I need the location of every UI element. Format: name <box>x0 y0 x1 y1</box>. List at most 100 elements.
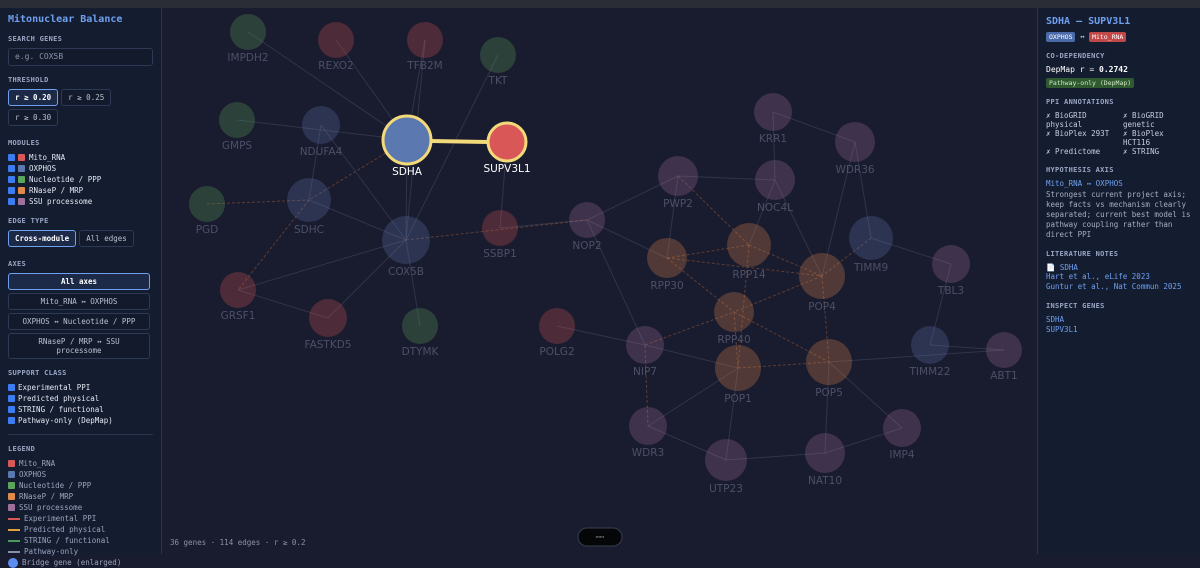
node-circle[interactable] <box>754 93 792 131</box>
checkbox[interactable] <box>8 417 15 424</box>
node-circle[interactable] <box>799 253 845 299</box>
node-circle[interactable] <box>318 22 354 58</box>
axis-button[interactable]: Mito_RNA ↔ OXPHOS <box>8 293 150 310</box>
node-circle[interactable] <box>381 114 433 166</box>
checkbox[interactable] <box>8 176 15 183</box>
threshold-button[interactable]: r ≥ 0.30 <box>8 109 59 126</box>
node-circle[interactable] <box>658 156 698 196</box>
inspect-gene[interactable]: SUPV3L1 <box>1046 325 1078 334</box>
node-circle[interactable] <box>230 14 266 50</box>
gene-node[interactable]: PGD <box>189 186 225 236</box>
support-toggle[interactable]: Predicted physical <box>8 393 153 404</box>
gene-node[interactable]: POP4 <box>799 253 845 313</box>
node-circle[interactable] <box>806 339 852 385</box>
node-circle[interactable] <box>302 106 340 144</box>
support-toggle[interactable]: STRING / functional <box>8 404 153 415</box>
node-circle[interactable] <box>382 216 430 264</box>
gene-node[interactable]: REXO2 <box>318 22 354 72</box>
axis-button[interactable]: RNaseP / MRP ↔ SSU processome <box>8 333 150 359</box>
gene-node[interactable]: IMP4 <box>883 409 921 461</box>
inspect-gene[interactable]: SDHA <box>1046 315 1065 324</box>
gene-node[interactable]: IMPDH2 <box>227 14 269 64</box>
gene-node[interactable]: NAT10 <box>805 433 845 487</box>
node-circle[interactable] <box>402 308 438 344</box>
selected-edge[interactable] <box>430 139 489 144</box>
node-circle[interactable] <box>189 186 225 222</box>
node-circle[interactable] <box>220 272 256 308</box>
gene-node[interactable]: POP5 <box>806 339 852 399</box>
gene-node[interactable]: SDHC <box>287 178 331 236</box>
checkbox[interactable] <box>8 406 15 413</box>
lit-link[interactable]: 📄 SDHA <box>1046 263 1078 272</box>
node-circle[interactable] <box>647 238 687 278</box>
node-circle[interactable] <box>569 202 605 238</box>
checkbox[interactable] <box>8 187 15 194</box>
threshold-button[interactable]: r ≥ 0.20 <box>8 89 59 106</box>
gene-node[interactable]: FASTKD5 <box>305 299 352 351</box>
axis-button[interactable]: OXPHOS ↔ Nucleotide / PPP <box>8 313 150 330</box>
node-circle[interactable] <box>932 245 970 283</box>
node-circle[interactable] <box>480 37 516 73</box>
gene-node[interactable]: TKT <box>480 37 516 87</box>
node-circle[interactable] <box>986 332 1022 368</box>
gene-node[interactable]: COX5B <box>382 216 430 278</box>
edge-type-button[interactable]: All edges <box>79 230 134 247</box>
gene-node[interactable]: KRR1 <box>754 93 792 145</box>
node-circle[interactable] <box>486 121 528 163</box>
gene-node[interactable]: TIMM9 <box>849 216 893 274</box>
gene-node[interactable]: NOC4L <box>755 160 795 214</box>
node-circle[interactable] <box>805 433 845 473</box>
gene-node[interactable]: GRSF1 <box>220 272 256 322</box>
module-toggle[interactable]: Mito_RNA <box>8 152 153 163</box>
gene-node[interactable]: SSBP1 <box>482 210 518 260</box>
node-circle[interactable] <box>482 210 518 246</box>
node-circle[interactable] <box>539 308 575 344</box>
gene-node[interactable]: DTYMK <box>402 308 440 358</box>
gene-node[interactable]: SDHA <box>381 114 433 178</box>
lit-item[interactable]: Guntur et al., Nat Commun 2025 <box>1046 282 1182 291</box>
gene-node[interactable]: NOP2 <box>569 202 605 252</box>
threshold-button[interactable]: r ≥ 0.25 <box>61 89 112 106</box>
checkbox[interactable] <box>8 154 15 161</box>
edge-type-button[interactable]: Cross-module <box>8 230 77 247</box>
gene-node[interactable]: UTP23 <box>705 439 747 495</box>
gene-node[interactable]: WDR3 <box>629 407 667 459</box>
node-circle[interactable] <box>629 407 667 445</box>
node-circle[interactable] <box>219 102 255 138</box>
node-circle[interactable] <box>835 122 875 162</box>
gene-node[interactable]: ABT1 <box>986 332 1022 382</box>
module-toggle[interactable]: RNaseP / MRP <box>8 185 153 196</box>
search-input[interactable]: e.g. COX5B <box>8 48 153 66</box>
node-circle[interactable] <box>626 326 664 364</box>
zoom-control[interactable] <box>577 527 623 547</box>
gene-node[interactable]: NIP7 <box>626 326 664 378</box>
axis-link[interactable]: Mito_RNA ↔ OXPHOS <box>1046 179 1123 188</box>
node-circle[interactable] <box>407 22 443 58</box>
gene-node[interactable]: RPP30 <box>647 238 687 292</box>
node-circle[interactable] <box>714 292 754 332</box>
node-circle[interactable] <box>287 178 331 222</box>
node-circle[interactable] <box>883 409 921 447</box>
module-toggle[interactable]: Nucleotide / PPP <box>8 174 153 185</box>
gene-node[interactable]: TBL3 <box>932 245 970 297</box>
node-circle[interactable] <box>715 345 761 391</box>
axis-button[interactable]: All axes <box>8 273 150 290</box>
checkbox[interactable] <box>8 198 15 205</box>
gene-node[interactable]: RPP40 <box>714 292 754 346</box>
module-toggle[interactable]: OXPHOS <box>8 163 153 174</box>
gene-node[interactable]: WDR36 <box>835 122 875 176</box>
gene-node[interactable]: POP1 <box>715 345 761 405</box>
node-circle[interactable] <box>705 439 747 481</box>
module-toggle[interactable]: SSU processome <box>8 196 153 207</box>
checkbox[interactable] <box>8 395 15 402</box>
gene-node[interactable]: GMPS <box>219 102 255 152</box>
checkbox[interactable] <box>8 384 15 391</box>
gene-node[interactable]: TFB2M <box>406 22 443 72</box>
node-circle[interactable] <box>911 326 949 364</box>
checkbox[interactable] <box>8 165 15 172</box>
node-circle[interactable] <box>755 160 795 200</box>
lit-item[interactable]: Hart et al., eLife 2023 <box>1046 272 1150 281</box>
gene-node[interactable]: POLG2 <box>539 308 575 358</box>
gene-node[interactable]: PWP2 <box>658 156 698 210</box>
node-circle[interactable] <box>849 216 893 260</box>
